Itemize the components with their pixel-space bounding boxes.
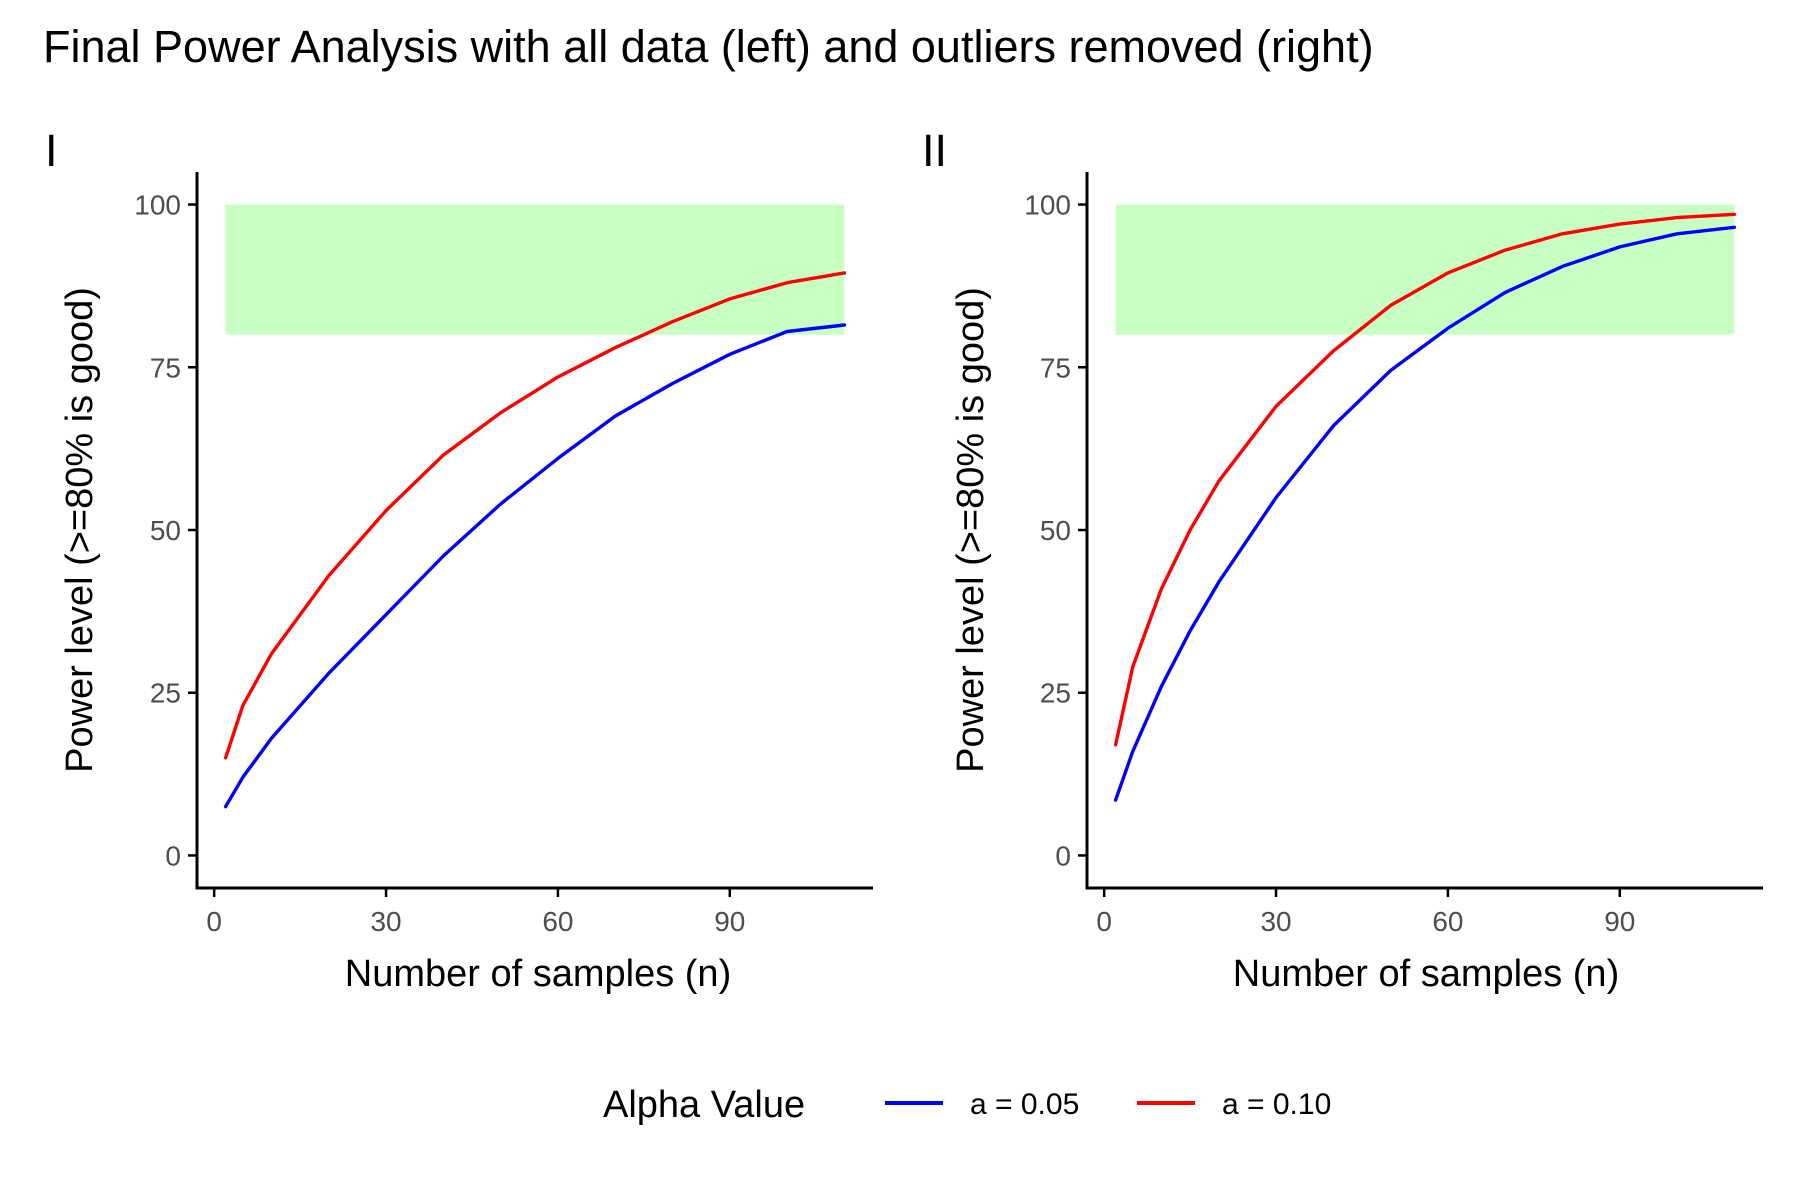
panel-tag-II: II: [922, 125, 947, 176]
good-zone-band-I: [225, 204, 845, 335]
y-tick-label-I-0: 0: [165, 840, 181, 871]
x-tick-label-I-2: 60: [542, 906, 573, 937]
x-tick-label-II-2: 60: [1432, 906, 1463, 937]
y-tick-label-II-1: 25: [1040, 678, 1071, 709]
y-tick-label-II-0: 0: [1055, 840, 1071, 871]
x-tick-label-II-3: 90: [1604, 906, 1635, 937]
x-tick-label-I-1: 30: [370, 906, 401, 937]
x-tick-label-I-0: 0: [206, 906, 222, 937]
x-tick-label-II-0: 0: [1096, 906, 1112, 937]
y-axis-title-II: Power level (>=80% is good): [950, 287, 992, 773]
y-tick-label-I-4: 100: [134, 190, 181, 221]
y-tick-label-I-2: 50: [150, 515, 181, 546]
legend-label-0: a = 0.05: [970, 1088, 1079, 1121]
series-line-I-1: [223, 271, 847, 760]
panel-I: I Power level (>=80% is good) Number of …: [45, 125, 873, 995]
series-line-II-1: [1113, 212, 1737, 747]
y-tick-label-II-3: 75: [1040, 352, 1071, 383]
y-tick-label-I-3: 75: [150, 352, 181, 383]
series-line-I-0: [223, 323, 847, 809]
y-tick-label-II-2: 50: [1040, 515, 1071, 546]
y-tick-label-II-4: 100: [1024, 190, 1071, 221]
legend-label-1: a = 0.10: [1222, 1088, 1331, 1121]
x-axis-title-II: Number of samples (n): [1233, 953, 1619, 995]
legend-title: Alpha Value: [603, 1084, 805, 1126]
x-tick-label-I-3: 90: [714, 906, 745, 937]
series-line-II-0: [1113, 225, 1737, 802]
good-zone-band-II: [1115, 204, 1735, 335]
legend: Alpha Value a = 0.05 a = 0.10: [603, 1084, 1331, 1126]
x-tick-label-II-1: 30: [1260, 906, 1291, 937]
y-tick-label-I-1: 25: [150, 678, 181, 709]
figure-title: Final Power Analysis with all data (left…: [43, 21, 1374, 72]
y-axis-title-I: Power level (>=80% is good): [59, 287, 101, 773]
panel-tag-I: I: [45, 125, 58, 176]
panel-II: II Power level (>=80% is good) Number of…: [922, 125, 1763, 995]
x-axis-title-I: Number of samples (n): [345, 953, 731, 995]
